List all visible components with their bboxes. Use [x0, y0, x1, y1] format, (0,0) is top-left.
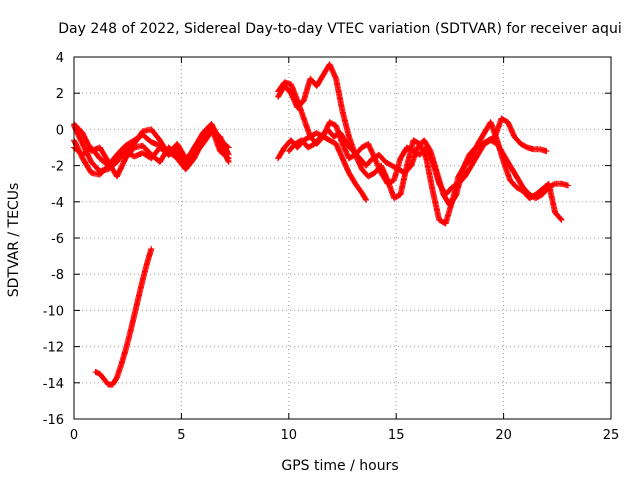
- y-tick-label: 4: [56, 51, 64, 66]
- y-tick-label: -4: [51, 196, 64, 211]
- x-axis-label: GPS time / hours: [281, 458, 398, 474]
- axis-ticks: 0 5 10 15 20 25 -16 -14 -12 -10 -8 -6 -4 -2 0 2 4: [43, 51, 620, 443]
- x-tick-label: 10: [281, 428, 298, 443]
- x-tick-label: 5: [177, 428, 185, 443]
- series-arc-e: [92, 245, 155, 388]
- series-arc-c: [71, 122, 232, 169]
- data-point: [363, 196, 370, 203]
- y-tick-label: -10: [43, 304, 64, 319]
- x-tick-label: 15: [388, 428, 405, 443]
- data-point: [225, 150, 232, 157]
- data-points: [71, 61, 572, 388]
- chart-title: Day 248 of 2022, Sidereal Day-to-day VTE…: [58, 21, 621, 37]
- y-tick-label: -12: [43, 341, 64, 356]
- data-point: [558, 216, 565, 223]
- data-point: [557, 215, 564, 222]
- series-arc-i: [285, 115, 550, 209]
- y-tick-label: -8: [51, 268, 64, 283]
- y-axis-label: SDTVAR / TECUs: [6, 183, 22, 298]
- x-tick-label: 0: [70, 428, 78, 443]
- x-tick-label: 20: [495, 428, 512, 443]
- y-tick-label: -16: [43, 413, 64, 428]
- data-point: [225, 151, 232, 158]
- y-tick-label: -6: [51, 232, 64, 247]
- data-point: [565, 182, 572, 189]
- series-arc-d: [71, 120, 232, 180]
- data-point: [225, 157, 232, 164]
- y-tick-label: -2: [51, 160, 64, 175]
- data-point: [543, 148, 550, 155]
- y-tick-label: -14: [43, 377, 64, 392]
- data-point: [362, 195, 369, 202]
- x-tick-label: 25: [603, 428, 620, 443]
- y-tick-label: 2: [56, 87, 64, 102]
- plot-frame: [73, 56, 612, 420]
- data-point: [148, 245, 155, 252]
- data-point: [225, 158, 232, 165]
- y-tick-label: 0: [56, 123, 64, 138]
